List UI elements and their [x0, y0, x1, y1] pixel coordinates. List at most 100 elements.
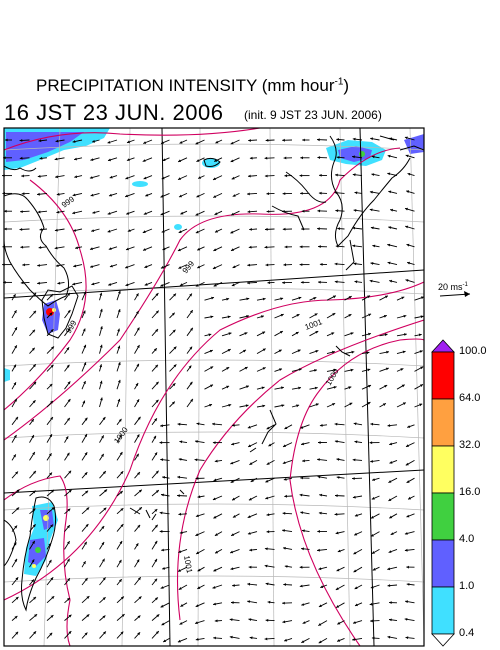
wind-arrow: [302, 620, 310, 624]
wind-arrow: [213, 246, 223, 252]
wind-arrow: [197, 495, 205, 499]
wind-arrow: [81, 433, 88, 443]
wind-arrow: [361, 401, 371, 408]
wind-arrow: [309, 386, 318, 390]
wind-arrow: [266, 513, 275, 517]
wind-arrow: [81, 344, 87, 354]
wind-arrow: [404, 207, 415, 212]
wind-arrow: [361, 295, 371, 301]
precip-cell-taiwan-1: [43, 515, 49, 521]
wind-arrow: [406, 513, 415, 518]
wind-arrow: [319, 263, 328, 266]
wind-arrow: [11, 489, 20, 497]
wind-arrow: [318, 638, 328, 644]
wind-arrow: [229, 635, 240, 639]
wind-arrow: [406, 583, 415, 586]
wind-arrow: [54, 246, 65, 250]
wind-arrow: [247, 513, 258, 519]
wind-arrow: [337, 620, 345, 625]
wind-arrows: [2, 136, 425, 644]
wind-arrow: [335, 244, 345, 248]
wind-arrow: [387, 172, 398, 177]
wind-arrow: [64, 614, 72, 621]
wind-arrow: [268, 442, 275, 447]
wind-arrow: [99, 364, 103, 372]
wind-arrow: [134, 596, 142, 604]
wind-arrow: [264, 245, 275, 249]
wind-arrow: [19, 156, 30, 160]
wind-arrow: [116, 540, 123, 550]
wind-arrow: [179, 531, 188, 534]
wind-arrow: [299, 245, 310, 249]
wind-arrow: [194, 440, 205, 444]
wind-arrow: [134, 416, 141, 426]
coastlines: [4, 135, 424, 612]
wind-arrow: [29, 490, 36, 497]
wind-arrow: [212, 175, 223, 181]
wind-arrow: [299, 584, 310, 588]
wind-arrow: [264, 156, 275, 160]
title-text: PRECIPITATION INTENSITY (mm hour: [36, 76, 335, 95]
wind-arrow: [142, 157, 153, 162]
valid-time: 16 JST 23 JUN. 2006: [4, 100, 224, 125]
wind-arrow: [326, 332, 335, 337]
wind-arrow: [179, 440, 188, 444]
wind-arrow: [11, 454, 17, 461]
wind-arrow: [151, 347, 158, 354]
wind-arrow: [282, 227, 293, 231]
wind-arrow: [326, 350, 336, 355]
precip-patch-northwest-core: [6, 132, 84, 162]
wind-reference-unit-exponent: -1: [462, 282, 468, 288]
wind-arrow: [282, 601, 293, 605]
wind-arrow: [352, 495, 363, 499]
wind-arrow: [29, 292, 37, 301]
wind-arrow: [125, 246, 135, 251]
wind-arrow: [247, 174, 258, 178]
wind-arrow: [64, 327, 71, 337]
wind-arrow: [64, 452, 70, 461]
wind-arrow: [37, 264, 48, 267]
wind-arrow: [64, 381, 71, 390]
wind-arrow: [291, 331, 299, 337]
wind-arrow: [334, 440, 345, 444]
wind-arrow: [46, 400, 54, 408]
wind-arrow: [299, 493, 310, 497]
wind-arrow: [370, 262, 380, 266]
wind-arrow: [231, 442, 240, 446]
wind-arrow: [39, 156, 48, 160]
wind-arrow: [134, 524, 141, 532]
wind-arrow: [353, 209, 363, 212]
wind-arrow: [177, 157, 188, 163]
scale-swatch: [431, 445, 455, 494]
wind-arrow: [283, 263, 293, 267]
wind-arrow: [72, 192, 83, 197]
wind-arrow: [230, 228, 240, 234]
wind-arrow: [197, 566, 205, 572]
wind-arrow: [151, 614, 160, 621]
wind-arrow: [46, 346, 55, 354]
wind-reference-label: 20 ms-1: [438, 282, 468, 292]
wind-arrow: [274, 297, 284, 301]
wind-arrow: [267, 281, 275, 285]
wind-arrow: [151, 381, 159, 390]
wind-arrow: [300, 192, 310, 195]
wind-arrow: [405, 460, 415, 466]
wind-arrow: [195, 210, 205, 216]
wind-arrow: [11, 631, 19, 639]
wind-arrow: [283, 477, 293, 481]
wind-arrow: [232, 584, 240, 587]
wind-arrow: [29, 399, 36, 408]
wind-arrow: [64, 292, 71, 301]
wind-arrow: [196, 422, 205, 426]
wind-arrow: [300, 281, 310, 284]
wind-arrow: [336, 156, 345, 159]
wind-arrow: [282, 511, 293, 515]
wind-arrow: [230, 246, 240, 252]
wind-arrow: [99, 631, 107, 639]
wind-arrow: [379, 350, 390, 355]
wind-arrow: [353, 549, 363, 555]
wind-arrow: [318, 602, 328, 608]
wind-arrow: [405, 154, 415, 159]
wind-arrow: [3, 227, 12, 231]
wind-arrow: [239, 385, 250, 390]
